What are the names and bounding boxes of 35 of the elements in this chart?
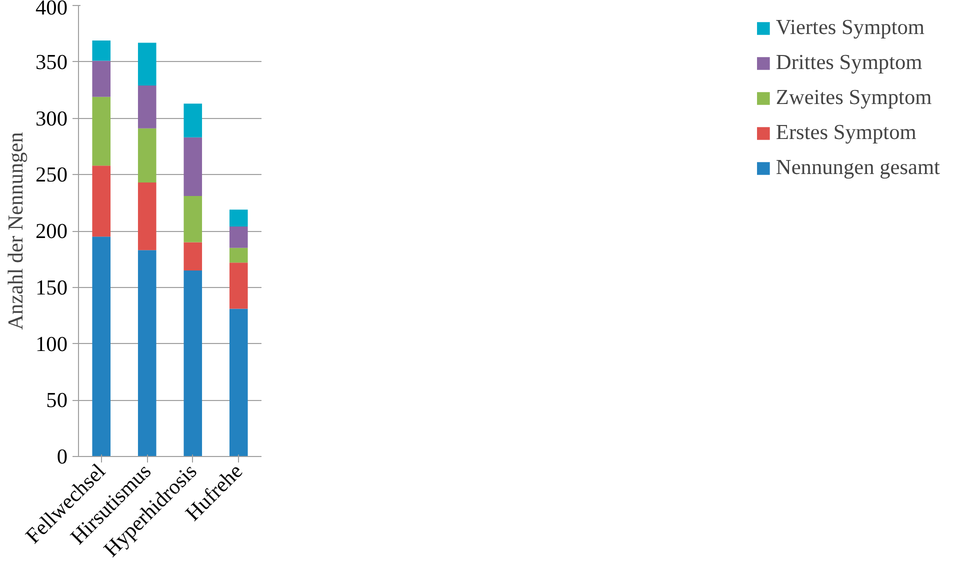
bar [229,262,248,309]
bar [138,182,156,250]
bar [92,40,111,61]
bar [229,210,248,226]
y-tick-label: 100 [36,332,68,356]
y-tick-label: 350 [36,50,68,74]
legend-label: Zweites Symptom [776,85,932,110]
bar [184,104,202,138]
y-tick-label: 150 [36,275,68,300]
bar [92,166,111,237]
bar [229,226,248,248]
bar [184,242,202,270]
legend-label: Drittes Symptom [776,50,922,75]
bar [138,42,156,86]
y-tick-label: 300 [36,106,68,130]
y-tick-label: 250 [36,162,68,187]
bar [138,250,156,456]
legend-label: Viertes Symptom [776,15,925,40]
legend-label: Nennungen gesamt [776,155,940,180]
bar [92,236,111,456]
bar [184,270,202,456]
bar [92,60,111,97]
bar [138,86,156,128]
bar [138,128,156,183]
bar [184,196,202,242]
bar [92,96,111,166]
y-tick-label: 400 [36,0,68,20]
y-axis-title: Anzahl der Nennungen [4,132,28,330]
bar [229,308,248,456]
y-tick-label: 50 [46,388,68,412]
y-tick-label: 200 [36,219,68,243]
bar [229,248,248,263]
y-tick-label: 0 [56,444,68,468]
bar [184,137,202,196]
legend-label: Erstes Symptom [776,120,916,145]
